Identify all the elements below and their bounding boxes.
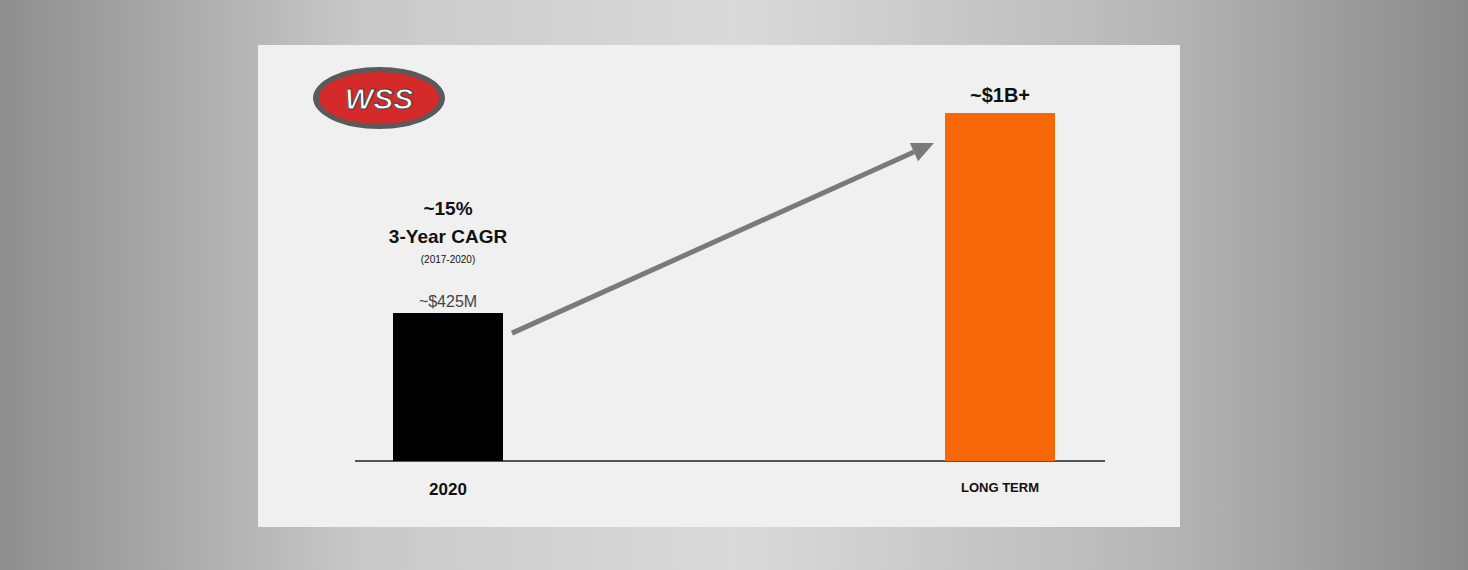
svg-text:~$1B+: ~$1B+ (970, 84, 1030, 106)
svg-text:(2017-2020): (2017-2020) (421, 254, 475, 265)
svg-text:WSS: WSS (345, 82, 413, 115)
svg-text:~$425M: ~$425M (419, 293, 477, 310)
svg-text:~15%: ~15% (423, 198, 472, 219)
svg-text:LONG TERM: LONG TERM (961, 480, 1039, 495)
svg-text:2020: 2020 (429, 480, 467, 499)
svg-text:3-Year CAGR: 3-Year CAGR (389, 226, 508, 247)
